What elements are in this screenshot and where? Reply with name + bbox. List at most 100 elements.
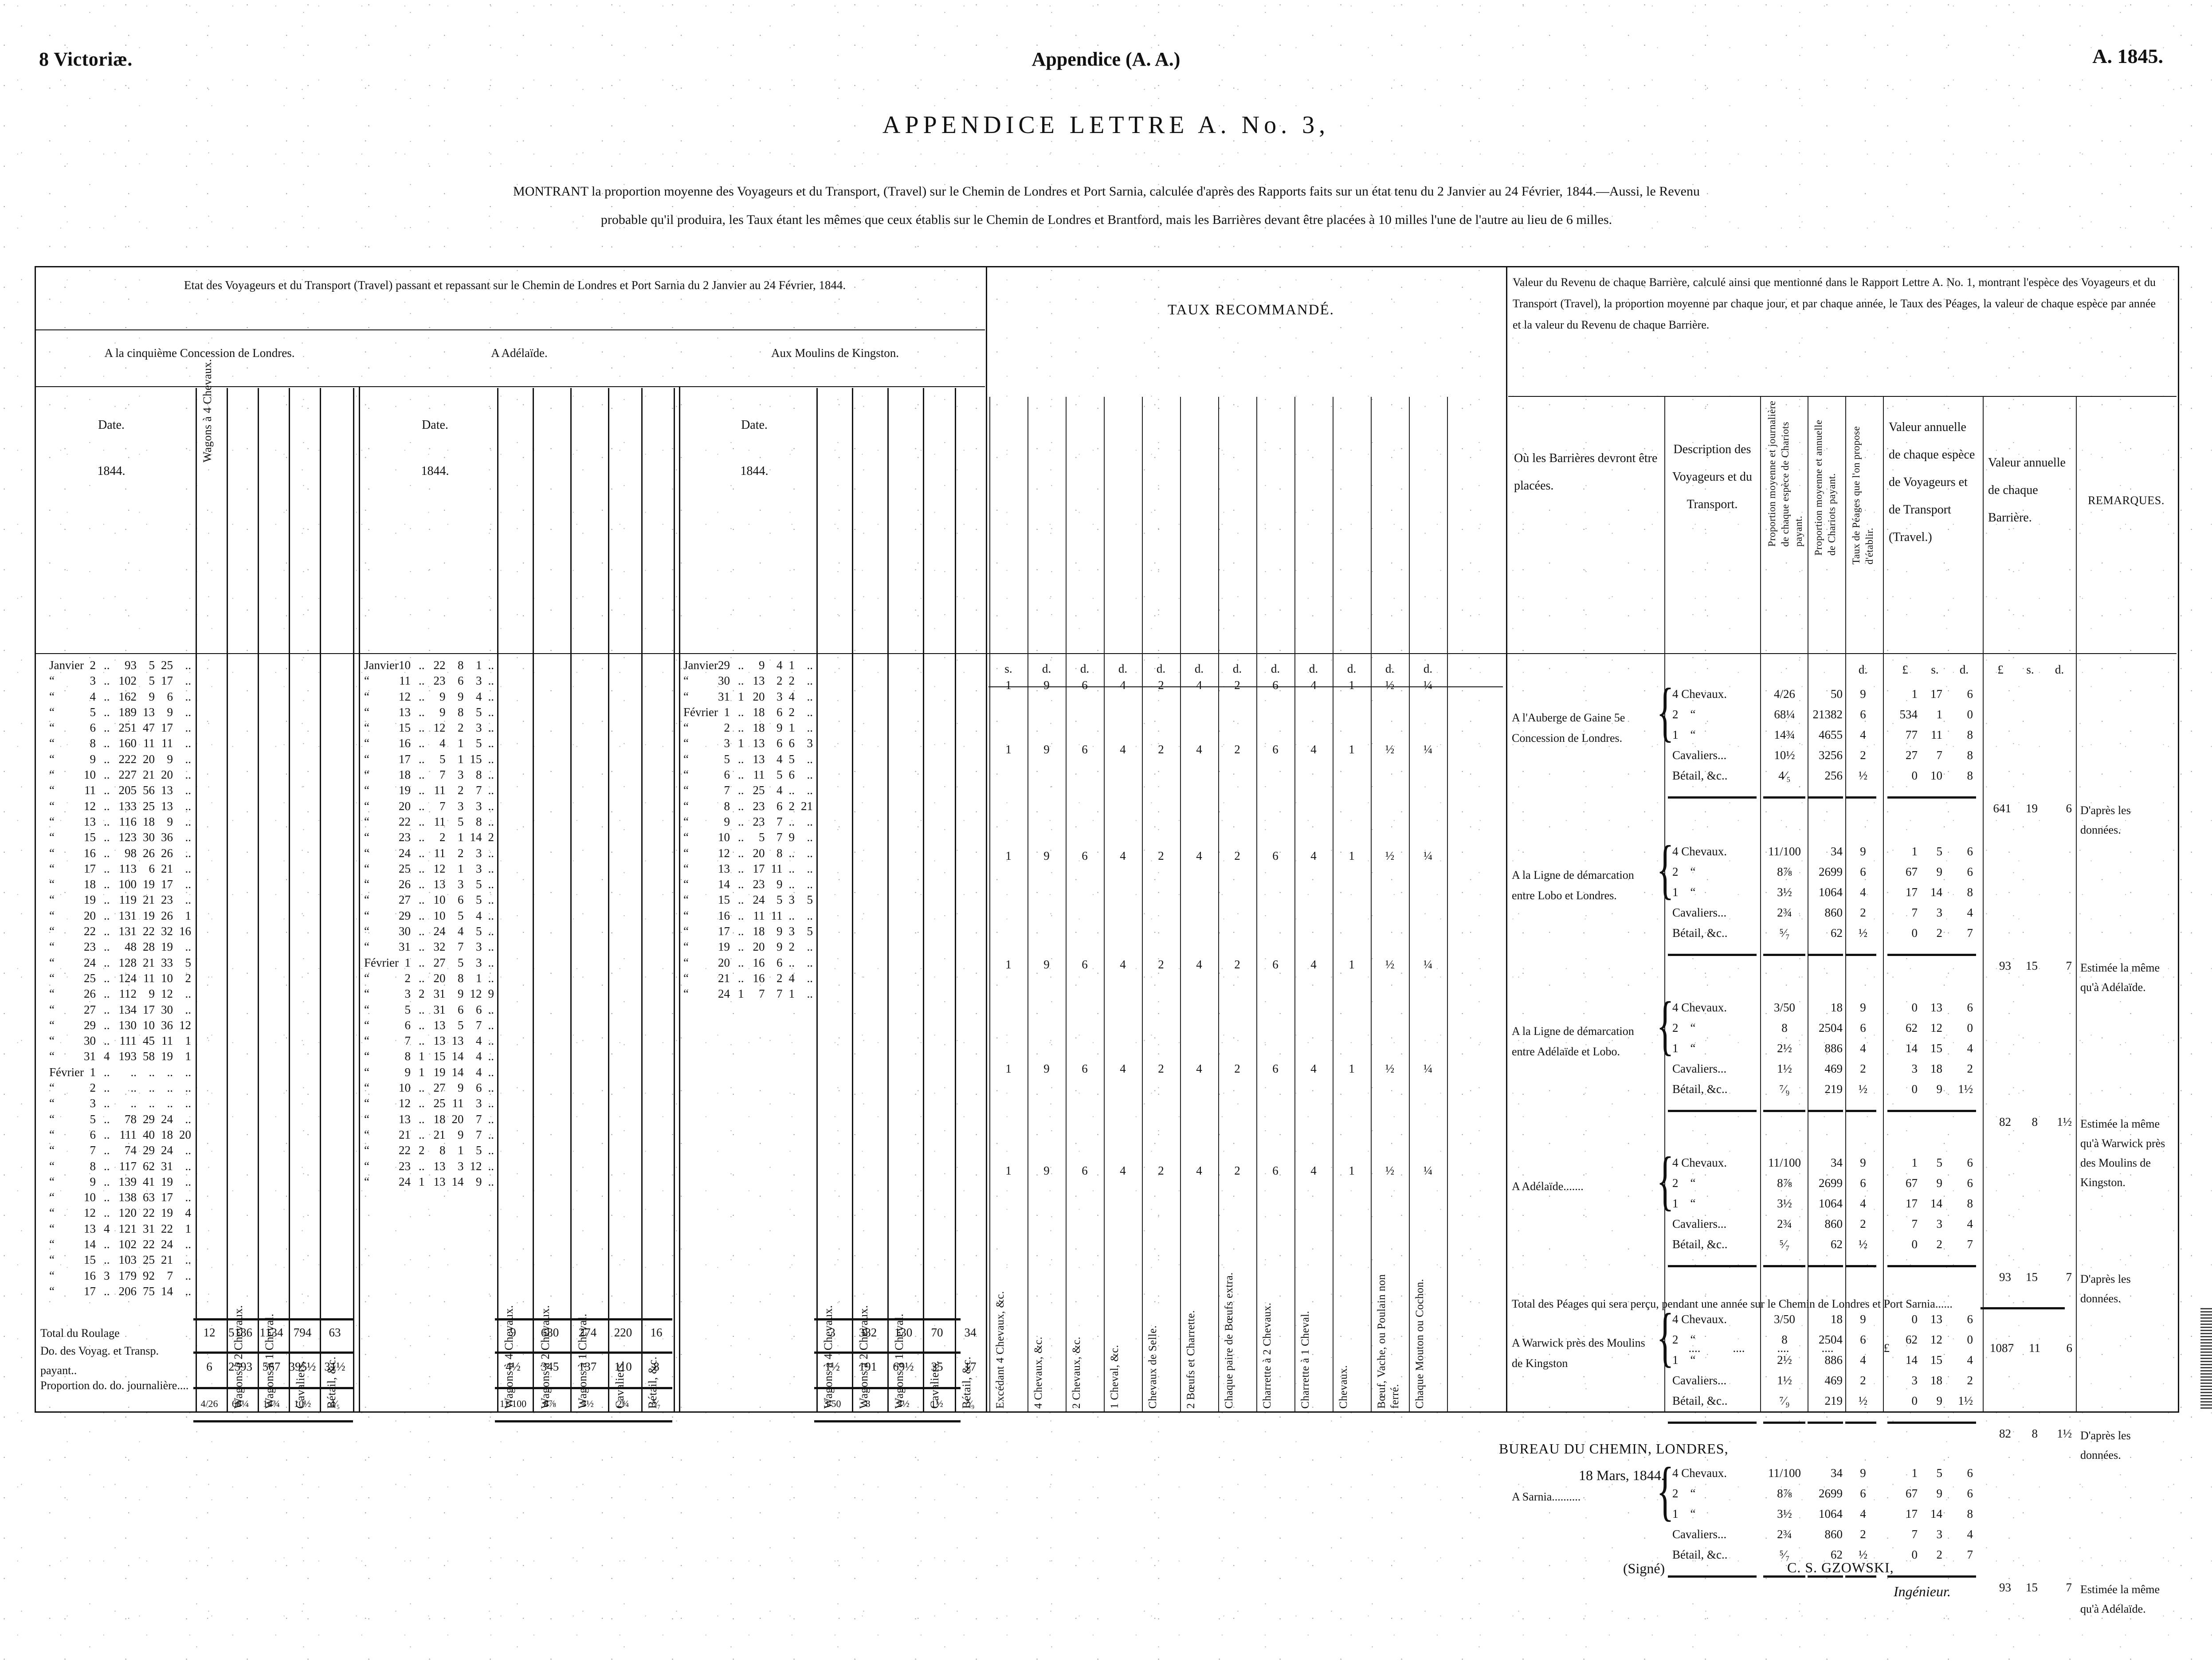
grand-total-value-1: 11 [2029, 1341, 2040, 1355]
taux-rate-2-8: 4 [1310, 849, 1317, 862]
cell-value-3: 3 [475, 846, 482, 860]
cell-value-1: .. [130, 1081, 137, 1095]
barrier-5-line-0-daily: 11/100 [1768, 1466, 1801, 1480]
cell-value-3: .. [788, 815, 795, 828]
barrier-0-line-0-toll: 9 [1860, 687, 1866, 701]
cell-value-0: .. [737, 815, 744, 828]
cell-value-3: 4 [788, 971, 795, 985]
cell-day: 12 [398, 1097, 411, 1110]
cell-value-1: 2 [439, 830, 446, 844]
barrier-3-line-0-desc: 4 Chevaux. [1672, 1156, 1727, 1169]
cell-day: 13 [83, 815, 96, 828]
year-label: 1844. [740, 464, 769, 478]
cell-value-0: .. [418, 940, 425, 954]
toll-unit-header: d. [1858, 663, 1868, 676]
totals-label-0: Total du Roulage [40, 1327, 120, 1340]
taux-rate-2-0: 1 [1005, 849, 1012, 862]
cell-value-0: .. [418, 1034, 425, 1048]
cell-value-1: 21 [433, 1128, 446, 1141]
table-row: “ 9.. 222 20 9.. [49, 752, 199, 767]
cell-value-4: .. [185, 1112, 191, 1126]
barrier-2-line-1-annual: 2504 [1819, 1021, 1843, 1034]
barrier-5-line-3-value-shillings: 3 [1936, 1528, 1943, 1541]
totals-rule-2-0 [193, 1387, 353, 1389]
table-row: “ 27.. 10 6 5.. [364, 892, 502, 908]
revenue-col-where: Où les Barrières devront être placées. [1514, 451, 1658, 493]
cell-day: 8 [90, 736, 96, 750]
barrier-4-line-4-desc: Bétail, &c.. [1672, 1394, 1728, 1407]
cell-value-2: 18 [142, 815, 155, 828]
barrier-0-line-4-annual: 256 [1824, 769, 1843, 782]
cell-value-4: .. [488, 1097, 494, 1110]
cell-value-3: 5 [475, 893, 482, 907]
cell-day: 25 [398, 862, 411, 875]
barrier-4-line-2-desc: 1 “ [1672, 1353, 1696, 1367]
table-row: “ 16.. 98 26 26.. [49, 846, 199, 861]
divider-station-1-2 [679, 386, 680, 1411]
table-row: “ 13.. 9 8 5.. [364, 705, 502, 720]
taux-rate-1-9: 1 [1349, 743, 1355, 756]
table-row: “ 16.. 4 1 5.. [364, 736, 502, 751]
cell-month: “ [364, 1018, 369, 1032]
barrier-0-line-1-desc: 2 “ [1672, 708, 1696, 721]
station-2-col-sep-2 [887, 388, 889, 1411]
taux-rate-5-9: 1 [1349, 1164, 1355, 1177]
cell-value-4: .. [488, 909, 494, 922]
cell-value-4: .. [488, 752, 494, 766]
barrier-4-underline-3 [1845, 1422, 1876, 1424]
cell-value-1: 7 [758, 987, 765, 1001]
cell-day: 5 [724, 752, 730, 766]
cell-value-3: 6 [475, 1003, 482, 1016]
barrier-0-line-1-daily: 68¼ [1774, 708, 1795, 721]
cell-value-0: .. [418, 736, 425, 750]
taux-unit-9: d. [1347, 662, 1357, 675]
barrier-0-line-2-daily: 14¾ [1774, 728, 1795, 741]
barrier-5-line-1-toll: 6 [1860, 1487, 1866, 1500]
table-row: Janvier 10.. 22 8 1.. [364, 658, 502, 673]
taux-column-0: Excédant 4 Chevaux, &c. [994, 1291, 1006, 1409]
taux-rate-1-11: ¼ [1423, 743, 1433, 756]
barrier-3-line-1-toll: 6 [1860, 1176, 1866, 1190]
cell-value-4: .. [185, 721, 191, 735]
cell-value-2: 9 [776, 721, 783, 735]
barrier-5-line-0-value-shillings: 5 [1936, 1466, 1943, 1480]
cell-value-0: .. [418, 1159, 425, 1173]
table-row: Février 1.......... [49, 1065, 199, 1080]
taux-unit-3: d. [1118, 662, 1128, 675]
taux-column-10: Bœuf, Vache, ou Poulain non ferré. [1376, 1274, 1401, 1409]
cell-value-4: .. [488, 783, 494, 797]
cell-value-3: 5 [475, 925, 482, 938]
cell-value-2: 8 [457, 705, 464, 719]
cell-value-2: 1 [457, 1144, 464, 1157]
cell-value-2: 5 [776, 893, 783, 907]
table-row: “ 5.. 189 13 9.. [49, 705, 199, 720]
barrier-5-line-4-daily: ⁵⁄₇ [1779, 1548, 1790, 1561]
cell-value-4: .. [488, 1034, 494, 1048]
cell-value-0: .. [737, 721, 744, 735]
station-2-total-journaliere-1: 8 [865, 1398, 871, 1409]
barrier-3-line-2-toll: 4 [1860, 1197, 1866, 1210]
cell-month: “ [683, 893, 689, 907]
cell-value-0: .. [103, 1191, 110, 1204]
station-1-col-sep-0 [497, 388, 498, 1411]
barrier-0-line-2-annual: 4655 [1819, 728, 1843, 741]
cell-value-3: 17 [161, 878, 173, 891]
table-row: “ 18.. 100 19 17.. [49, 877, 199, 892]
cell-day: 29 [83, 1018, 96, 1032]
table-row: “ 3.. 102 5 17.. [49, 673, 199, 689]
cell-value-4: .. [807, 846, 813, 860]
cell-day: 7 [90, 1144, 96, 1157]
barrier-0-line-0-value-shillings: 17 [1930, 687, 1942, 701]
cell-value-4: .. [185, 846, 191, 860]
taux-rate-1-6: 2 [1234, 743, 1240, 756]
cell-value-3: 3 [475, 940, 482, 954]
taux-rate-0-11: ¼ [1423, 678, 1433, 692]
cell-day: 27 [83, 1003, 96, 1016]
cell-value-3: 15 [470, 752, 482, 766]
cell-value-0: .. [103, 1128, 110, 1141]
table-row: “ 26.. 112 9 12.. [49, 986, 199, 1002]
barrier-3-brace: { [1656, 1144, 1674, 1217]
cell-value-0: .. [418, 658, 425, 672]
taux-column-11: Chaque Mouton ou Cochon. [1414, 1279, 1426, 1409]
taux-sep-4 [1142, 397, 1143, 1411]
